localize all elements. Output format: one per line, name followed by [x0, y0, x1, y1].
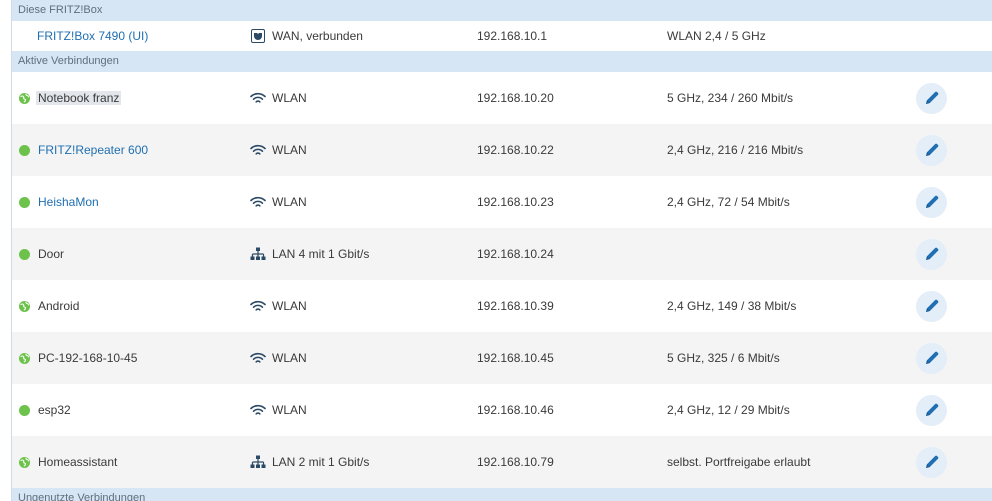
box-properties: WLAN 2,4 / 5 GHz: [667, 29, 766, 43]
section-header-this-box: Diese FRITZ!Box: [12, 0, 992, 21]
device-name[interactable]: Door: [38, 247, 65, 261]
device-ip: 192.168.10.39: [477, 299, 554, 313]
wifi-icon: [250, 142, 266, 158]
pencil-icon: [924, 298, 940, 314]
pencil-icon: [924, 402, 940, 418]
edit-device-button[interactable]: [916, 394, 947, 426]
pencil-icon: [924, 350, 940, 366]
pencil-icon: [924, 142, 940, 158]
device-ip: 192.168.10.23: [477, 195, 554, 209]
device-name[interactable]: esp32: [38, 403, 71, 417]
internet-globe-icon: [19, 92, 30, 104]
device-ip: 192.168.10.46: [477, 403, 554, 417]
box-name-link[interactable]: FRITZ!Box 7490 (UI): [37, 29, 149, 43]
device-row: PC-192-168-10-45 WLAN 192.168.10.45 5 GHz, …: [12, 332, 992, 384]
device-connection: WLAN: [272, 143, 307, 157]
device-row: esp32 WLAN 192.168.10.46 2,4 GHz, 12 / 29 M…: [12, 384, 992, 436]
device-row: Door LAN 4 mit 1 Gbit/s 192.168.10.24: [12, 228, 992, 280]
lan-network-icon: [250, 246, 266, 262]
box-connection: WAN, verbunden: [272, 29, 363, 43]
wifi-icon: [250, 90, 266, 106]
lan-network-icon: [250, 454, 266, 470]
edit-device-button[interactable]: [916, 82, 947, 114]
device-connection: WLAN: [272, 91, 307, 105]
device-name[interactable]: Android: [38, 299, 80, 313]
device-properties: 5 GHz, 234 / 260 Mbit/s: [667, 91, 794, 105]
device-ip: 192.168.10.79: [477, 455, 554, 469]
online-dot-icon: [19, 196, 30, 208]
box-row: FRITZ!Box 7490 (UI) WAN, verbunden 192.1…: [12, 21, 992, 51]
pencil-icon: [924, 90, 940, 106]
device-ip: 192.168.10.22: [477, 143, 554, 157]
device-row: Android WLAN 192.168.10.39 2,4 GHz, 149 / 3…: [12, 280, 992, 332]
device-connection: LAN 2 mit 1 Gbit/s: [272, 455, 370, 469]
device-ip: 192.168.10.24: [477, 247, 554, 261]
wifi-icon: [250, 402, 266, 418]
box-ip: 192.168.10.1: [477, 29, 548, 43]
device-name[interactable]: PC-192-168-10-45: [38, 351, 138, 365]
device-properties: 2,4 GHz, 149 / 38 Mbit/s: [667, 299, 797, 313]
edit-device-button[interactable]: [916, 290, 947, 322]
internet-globe-icon: [19, 352, 30, 364]
device-list: Notebook franz WLAN 192.168.10.20 5 GHz, 23…: [12, 72, 992, 488]
network-overview: Diese FRITZ!Box FRITZ!Box 7490 (UI) WAN,…: [11, 0, 992, 501]
device-properties: selbst. Portfreigabe erlaubt: [667, 455, 811, 469]
section-header-unused: Ungenutzte Verbindungen: [12, 488, 992, 501]
device-ip: 192.168.10.45: [477, 351, 554, 365]
device-connection: WLAN: [272, 195, 307, 209]
online-dot-icon: [19, 144, 30, 156]
device-name[interactable]: Notebook franz: [36, 91, 122, 105]
device-properties: 5 GHz, 325 / 6 Mbit/s: [667, 351, 780, 365]
edit-device-button[interactable]: [916, 342, 947, 374]
wan-icon: [250, 28, 266, 44]
device-properties: 2,4 GHz, 72 / 54 Mbit/s: [667, 195, 790, 209]
edit-device-button[interactable]: [916, 134, 947, 166]
device-row: HeishaMon WLAN 192.168.10.23 2,4 GHz, 72 / …: [12, 176, 992, 228]
section-header-active: Aktive Verbindungen: [12, 51, 992, 72]
device-connection: WLAN: [272, 403, 307, 417]
internet-globe-icon: [19, 456, 30, 468]
device-row: FRITZ!Repeater 600 WLAN 192.168.10.22 2,4 G…: [12, 124, 992, 176]
device-properties: 2,4 GHz, 12 / 29 Mbit/s: [667, 403, 790, 417]
device-ip: 192.168.10.20: [477, 91, 554, 105]
online-dot-icon: [19, 404, 30, 416]
pencil-icon: [924, 246, 940, 262]
pencil-icon: [924, 454, 940, 470]
wifi-icon: [250, 194, 266, 210]
edit-device-button[interactable]: [916, 238, 947, 270]
device-name[interactable]: FRITZ!Repeater 600: [38, 143, 149, 157]
edit-device-button[interactable]: [916, 186, 947, 218]
wifi-icon: [250, 350, 266, 366]
edit-device-button[interactable]: [916, 446, 947, 478]
device-row: Homeassistant LAN 2 mit 1 Gbit/s 192.168.1…: [12, 436, 992, 488]
online-dot-icon: [19, 248, 30, 260]
internet-globe-icon: [19, 300, 30, 312]
device-row: Notebook franz WLAN 192.168.10.20 5 GHz, 23…: [12, 72, 992, 124]
wifi-icon: [250, 298, 266, 314]
device-name[interactable]: HeishaMon: [38, 195, 99, 209]
device-connection: WLAN: [272, 351, 307, 365]
pencil-icon: [924, 194, 940, 210]
device-name[interactable]: Homeassistant: [38, 455, 118, 469]
device-properties: 2,4 GHz, 216 / 216 Mbit/s: [667, 143, 804, 157]
device-connection: WLAN: [272, 299, 307, 313]
device-connection: LAN 4 mit 1 Gbit/s: [272, 247, 370, 261]
